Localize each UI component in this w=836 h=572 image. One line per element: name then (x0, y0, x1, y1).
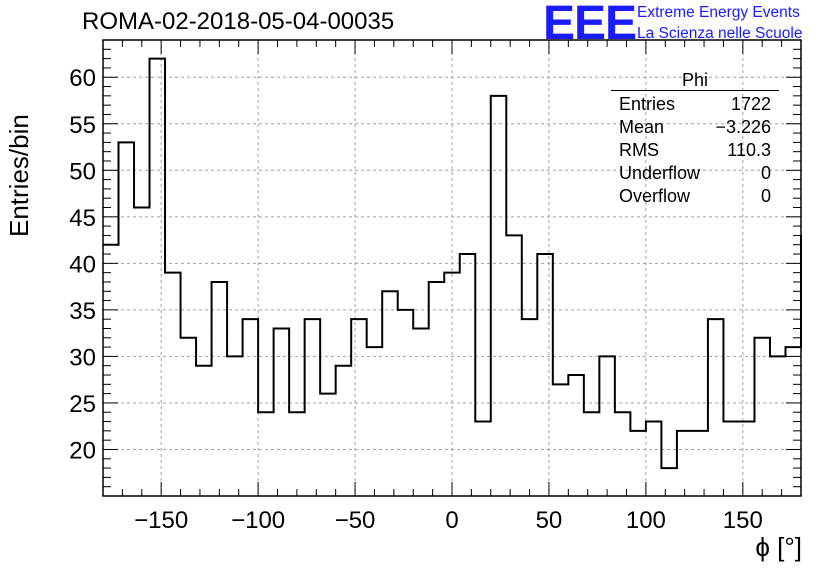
stats-value: 1722 (730, 94, 771, 114)
stats-value: 0 (760, 163, 771, 183)
stats-row-overflow: Overflow 0 (611, 185, 779, 208)
x-tick-label: 100 (626, 507, 666, 534)
logo-line-2: La Scienza nelle Scuole (637, 25, 803, 42)
stats-row-underflow: Underflow 0 (611, 162, 779, 185)
x-tick-label: −100 (231, 507, 285, 534)
stats-label: Underflow (619, 163, 701, 183)
stats-box: Phi Entries 1722 Mean −3.226 RMS 110.3 Unde… (611, 70, 779, 208)
stats-label: Mean (619, 117, 665, 137)
logo-line-1: Extreme Energy Events (637, 4, 800, 21)
y-tick-label: 30 (69, 344, 96, 371)
x-axis-label: ϕ [°] (755, 532, 802, 562)
x-tick-label: −50 (335, 507, 376, 534)
stats-label: Overflow (619, 186, 691, 206)
x-tick-label: 50 (536, 507, 563, 534)
stats-name: Phi (611, 70, 779, 91)
y-tick-label: 35 (69, 298, 96, 325)
stats-row-rms: RMS 110.3 (611, 139, 779, 162)
x-tick-label: 0 (445, 507, 458, 534)
x-tick-label: 150 (723, 507, 763, 534)
y-tick-label: 20 (69, 437, 96, 464)
chart-title: ROMA-02-2018-05-04-00035 (82, 8, 395, 35)
stats-value: −3.226 (715, 117, 771, 137)
stats-row-entries: Entries 1722 (611, 93, 779, 116)
histogram-line (103, 57, 802, 470)
stats-row-mean: Mean −3.226 (611, 116, 779, 139)
y-tick-label: 60 (69, 65, 96, 92)
y-tick-label: 45 (69, 205, 96, 232)
stats-label: RMS (619, 140, 659, 160)
y-tick-label: 40 (69, 251, 96, 278)
y-tick-label: 25 (69, 391, 96, 418)
stats-label: Entries (619, 94, 676, 114)
stats-value: 110.3 (727, 140, 771, 160)
y-tick-label: 55 (69, 112, 96, 139)
y-tick-label: 50 (69, 158, 96, 185)
x-tick-label: −150 (134, 507, 188, 534)
stats-value: 0 (760, 186, 771, 206)
